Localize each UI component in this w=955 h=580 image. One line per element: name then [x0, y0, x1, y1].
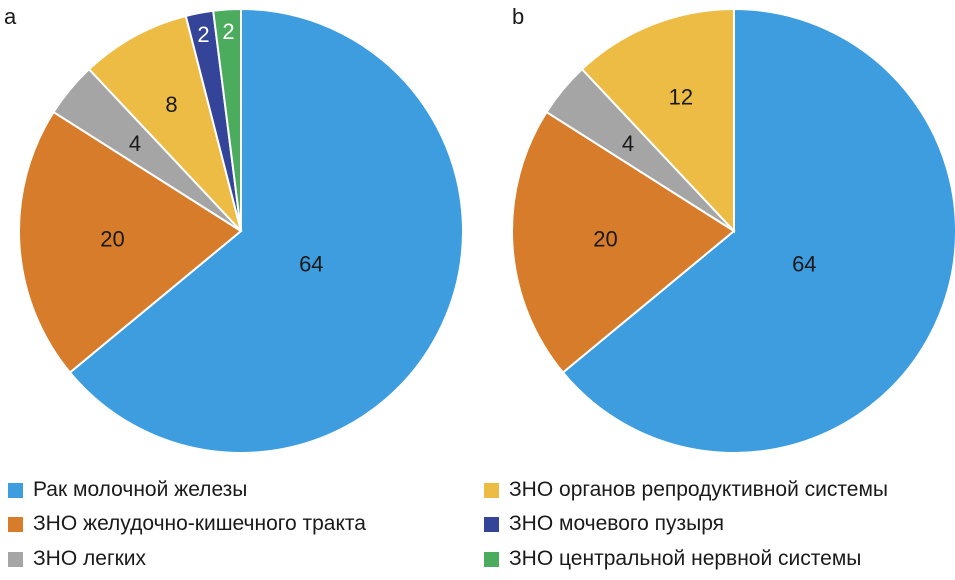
slice-value-label-a-1: 20: [100, 227, 124, 252]
pie-slice-a-0: [68, 7, 464, 454]
slice-value-label-a-2: 4: [129, 131, 141, 156]
pie-slice-b-0: [561, 7, 955, 454]
legend-swatch: [8, 551, 23, 567]
legend-swatch: [484, 516, 499, 532]
slice-value-label-b-3: 12: [669, 84, 693, 109]
panel-label-b: b: [512, 4, 525, 29]
pie-slice-a-1: [18, 110, 243, 374]
legend-label: ЗНО центральной нервной системы: [509, 547, 862, 570]
legend-swatch: [484, 551, 499, 567]
legend-item-gi: ЗНО желудочно-кишечного тракта: [8, 512, 366, 536]
legend-label: ЗНО органов репродуктивной системы: [509, 478, 888, 501]
pie-chart-b: 64 20 4 12: [511, 7, 955, 454]
pie-slice-b-3: [580, 7, 735, 234]
pie-chart-a: 64 20 48 2 2: [18, 7, 464, 454]
pie-slice-a-5: [212, 7, 242, 232]
slice-value-label-a-0: 64: [299, 252, 323, 277]
legend-label: ЗНО мочевого пузыря: [509, 512, 725, 535]
legend-item-reproductive: ЗНО органов репродуктивной системы: [484, 478, 888, 502]
legend-swatch: [8, 516, 23, 532]
legend-label: ЗНО легких: [33, 547, 147, 570]
slice-value-label-b-2: 4: [622, 131, 634, 156]
pie-slice-b-1: [511, 110, 736, 374]
legend-item-breast: Рак молочной железы: [8, 478, 247, 502]
slice-value-label-a-4: 2: [197, 22, 209, 47]
pie-slice-a-3: [87, 14, 242, 232]
legend-label: ЗНО желудочно-кишечного тракта: [33, 512, 366, 535]
legend-swatch: [484, 482, 499, 498]
panel-label-a: a: [4, 4, 17, 29]
legend-swatch: [8, 482, 23, 498]
slice-value-label-a-5: 2: [222, 19, 234, 44]
legend-label: Рак молочной железы: [33, 478, 248, 501]
slice-value-label-b-0: 64: [792, 252, 816, 277]
slice-value-label-a-3: 8: [165, 92, 177, 117]
legend-item-cns: ЗНО центральной нервной системы: [484, 547, 861, 571]
legend-item-bladder: ЗНО мочевого пузыря: [484, 512, 724, 536]
slice-value-label-b-1: 20: [593, 227, 617, 252]
legend-item-lung: ЗНО легких: [8, 547, 146, 571]
